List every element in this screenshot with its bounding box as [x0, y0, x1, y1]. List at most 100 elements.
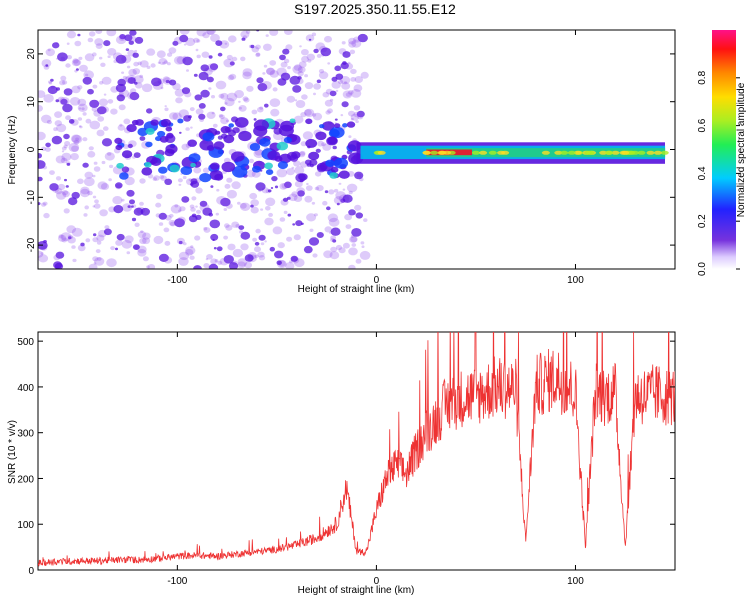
- speckle-blob: [101, 76, 112, 85]
- speckle-blob: [231, 151, 245, 162]
- speckle-blob: [283, 137, 292, 144]
- speckle-blob: [78, 125, 82, 128]
- speckle-blob: [267, 189, 272, 193]
- speckle-blob: [203, 263, 210, 269]
- speckle-blob: [210, 185, 214, 188]
- speckle-blob: [363, 218, 368, 223]
- speckle-blob: [258, 255, 266, 261]
- speckle-blob: [139, 178, 146, 184]
- speckle-blob: [240, 231, 251, 240]
- speckle-blob: [248, 158, 254, 164]
- speckle-blob: [348, 264, 356, 269]
- speckle-blob: [156, 193, 163, 200]
- speckle-blob: [312, 253, 318, 258]
- speckle-blob: [132, 52, 139, 58]
- speckle-blob: [289, 260, 293, 264]
- speckle-blob: [183, 242, 187, 246]
- speckle-blob: [128, 205, 132, 209]
- speckle-blob: [45, 48, 55, 57]
- speckle-blob: [279, 183, 288, 190]
- speckle-blob: [290, 255, 298, 262]
- speckle-blob: [253, 119, 269, 131]
- speckle-blob: [77, 117, 83, 121]
- speckle-blob: [96, 234, 105, 242]
- speckle-blob: [68, 197, 78, 206]
- speckle-blob: [88, 146, 94, 151]
- speckle-blob: [210, 264, 214, 267]
- band-hotspot: [554, 150, 563, 155]
- speckle-blob: [264, 162, 273, 170]
- speckle-blob: [297, 66, 306, 73]
- speckle-blob: [195, 108, 204, 115]
- speckle-blob: [241, 37, 246, 41]
- speckle-blob: [129, 36, 137, 42]
- speckle-blob: [269, 246, 275, 252]
- speckle-blob: [58, 234, 64, 239]
- speckle-blob: [220, 117, 229, 125]
- speckle-blob: [57, 96, 65, 103]
- speckle-blob: [101, 106, 109, 113]
- speckle-blob: [124, 176, 135, 186]
- speckle-blob: [238, 106, 242, 110]
- speckle-blob: [346, 121, 356, 128]
- speckle-blob: [189, 107, 195, 112]
- speckle-blob: [350, 89, 362, 98]
- speckle-blob: [321, 142, 326, 147]
- speckle-blob: [91, 106, 99, 112]
- speckle-blob: [226, 92, 238, 102]
- speckle-blob: [71, 134, 83, 144]
- speckle-blob: [178, 257, 189, 266]
- speckle-blob: [115, 247, 118, 251]
- speckle-blob: [246, 85, 254, 92]
- speckle-blob: [45, 142, 51, 148]
- speckle-blob: [160, 118, 172, 127]
- speckle-blob: [103, 93, 107, 96]
- speckle-blob: [160, 175, 167, 181]
- speckle-blob: [174, 88, 185, 97]
- speckle-blob: [227, 243, 236, 251]
- speckle-blob: [115, 54, 127, 64]
- speckle-blob: [226, 177, 233, 183]
- speckle-blob: [150, 119, 159, 126]
- speckle-blob: [296, 78, 304, 85]
- speckle-blob: [305, 34, 315, 42]
- spectrogram-y-tick-label: -10: [26, 190, 37, 205]
- speckle-blob: [287, 213, 292, 217]
- speckle-blob: [291, 151, 301, 159]
- speckle-blob: [202, 32, 210, 39]
- speckle-blob: [210, 258, 218, 265]
- speckle-blob: [289, 118, 296, 124]
- speckle-blob: [118, 104, 126, 111]
- speckle-blob: [126, 251, 131, 255]
- speckle-blob: [225, 203, 233, 209]
- speckle-blob: [214, 259, 219, 263]
- speckle-blob: [202, 132, 215, 142]
- speckle-blob: [270, 108, 280, 117]
- colorbar-tick-label: 0.0: [697, 262, 708, 276]
- speckle-blob: [350, 77, 357, 82]
- speckle-blob: [77, 244, 86, 252]
- speckle-blob: [66, 42, 70, 45]
- speckle-blob: [341, 82, 351, 90]
- speckle-blob: [104, 225, 110, 230]
- speckle-blob: [255, 52, 261, 57]
- speckle-blob: [178, 109, 189, 119]
- speckle-blob: [250, 206, 259, 214]
- speckle-blob: [124, 76, 132, 83]
- speckle-blob: [87, 190, 93, 196]
- speckle-blob: [195, 187, 203, 194]
- speckle-blob: [88, 263, 98, 269]
- speckle-blob: [106, 258, 117, 268]
- speckle-blob: [38, 160, 46, 169]
- speckle-blob: [94, 199, 99, 204]
- speckle-blob: [348, 209, 356, 216]
- speckle-blob: [218, 93, 225, 99]
- band-hotspot: [646, 150, 655, 155]
- speckle-blob: [114, 137, 123, 144]
- speckle-blob: [132, 204, 137, 208]
- speckle-blob: [265, 197, 276, 207]
- speckle-blob: [260, 208, 264, 211]
- speckle-blob: [80, 242, 85, 247]
- speckle-blob: [280, 61, 288, 68]
- speckle-blob: [223, 58, 234, 68]
